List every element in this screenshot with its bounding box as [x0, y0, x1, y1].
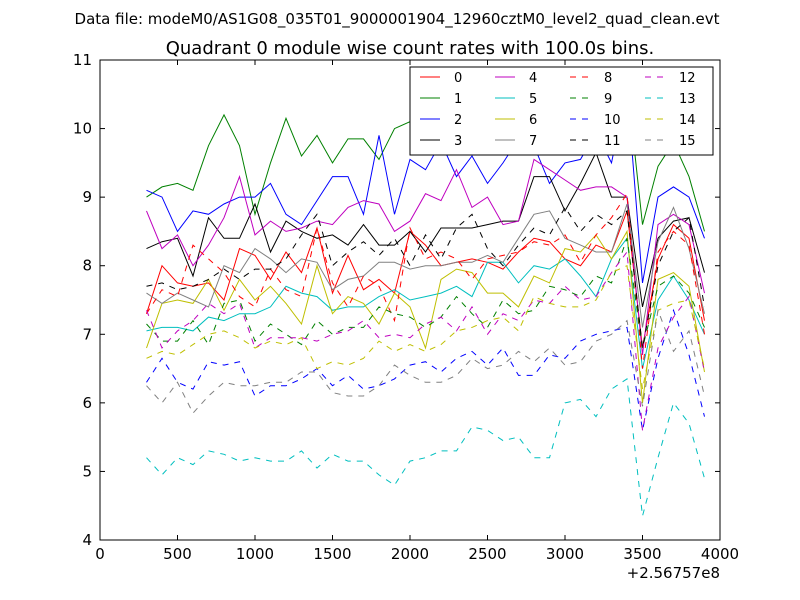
y-tick-label: 10 [73, 120, 92, 138]
series-line-8 [146, 192, 705, 369]
series-line-2 [146, 87, 705, 283]
y-tick-label: 4 [82, 531, 92, 549]
legend-label: 4 [529, 71, 537, 86]
legend-label: 2 [454, 113, 462, 128]
y-tick-label: 5 [82, 462, 92, 480]
x-tick-label: 1500 [313, 545, 351, 563]
axis-layer: 0 500 1000 1500 2000 2500 3000 3500 400045678910… [73, 51, 739, 563]
legend-label: 12 [679, 71, 696, 86]
y-tick-label: 11 [73, 51, 92, 69]
legend-label: 13 [679, 92, 696, 107]
series-line-15 [146, 264, 705, 390]
y-tick-label: 7 [82, 325, 92, 343]
series-line-9 [146, 238, 705, 349]
legend-label: 10 [604, 113, 621, 128]
legend-label: 0 [454, 71, 462, 86]
legend-label: 11 [604, 134, 621, 149]
chart-subtitle: Data file: modeM0/AS1G08_035T01_90000019… [75, 10, 720, 29]
x-tick-label: 3500 [623, 545, 661, 563]
legend-label: 14 [679, 113, 696, 128]
y-tick-label: 6 [82, 394, 92, 412]
series-line-0 [146, 210, 705, 349]
chart-title: Quadrant 0 module wise count rates with … [166, 38, 655, 59]
series-line-12 [146, 206, 705, 349]
series-layer [146, 79, 705, 517]
y-tick-label: 8 [82, 257, 92, 275]
x-tick-label: 0 [95, 545, 105, 563]
series-line-7 [146, 203, 705, 328]
x-tick-label: 500 [163, 545, 192, 563]
x-tick-label: 1000 [236, 545, 274, 563]
series-line-13 [146, 250, 705, 431]
legend-label: 3 [454, 134, 462, 149]
x-tick-label: 4000 [701, 545, 739, 563]
series-line-14 [146, 378, 705, 517]
x-tick-label: 2000 [391, 545, 429, 563]
x-offset-label: +2.56757e8 [627, 564, 720, 582]
series-line-16 [146, 308, 705, 414]
x-tick-label: 2500 [468, 545, 506, 563]
series-line-3 [146, 151, 705, 308]
legend-label: 9 [604, 92, 612, 107]
legend-label: 5 [529, 92, 537, 107]
legend-label: 8 [604, 71, 612, 86]
series-line-10 [146, 308, 705, 431]
y-tick-label: 9 [82, 188, 92, 206]
legend-label: 6 [529, 113, 537, 128]
legend-label: 15 [679, 134, 696, 149]
series-line-4 [146, 158, 705, 355]
series-line-6 [146, 229, 705, 403]
legend-label: 7 [529, 134, 537, 149]
x-tick-label: 3000 [546, 545, 584, 563]
legend-label: 1 [454, 92, 462, 107]
